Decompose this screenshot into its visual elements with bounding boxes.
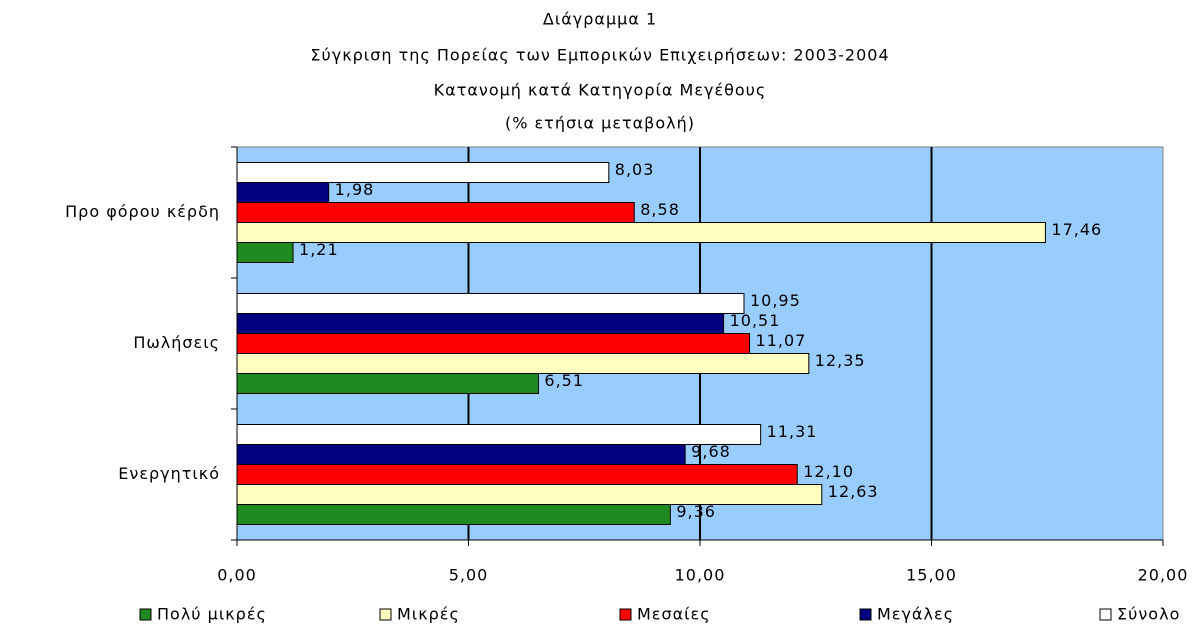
data-label: 11,31 (767, 422, 818, 441)
legend-swatch (619, 608, 632, 621)
bar (236, 504, 671, 525)
chart-subtitle: Σύγκριση της Πορείας των Εμπορικών Επιχε… (310, 46, 889, 65)
chart-title: Διάγραμμα 1 (543, 10, 657, 29)
data-label: 6,51 (544, 371, 584, 390)
legend-label: Μεσαίες (637, 605, 711, 624)
legend-swatch (859, 608, 872, 621)
legend-swatch (1099, 608, 1112, 621)
bar (236, 464, 798, 485)
bar (236, 293, 745, 314)
data-label: 8,58 (640, 200, 680, 219)
data-label: 8,03 (615, 160, 655, 179)
bar (236, 182, 330, 203)
bar (236, 242, 294, 263)
bar (236, 202, 635, 223)
bar (236, 444, 686, 465)
x-tick-label: 5,00 (449, 566, 489, 585)
chart-subtitle: (% ετήσια μεταβολή) (505, 114, 695, 133)
data-label: 12,35 (815, 351, 866, 370)
data-label: 9,68 (691, 442, 731, 461)
bar (236, 222, 1046, 243)
data-label: 11,07 (756, 331, 807, 350)
bar (236, 353, 810, 374)
legend-label: Μεγάλες (877, 605, 954, 624)
chart-subtitle: Κατανομή κατά Κατηγορία Μεγέθους (434, 81, 767, 100)
y-tick-label: Πωλήσεις (133, 333, 220, 352)
data-label: 1,98 (335, 180, 375, 199)
y-tick-label: Ενεργητικό (118, 464, 220, 483)
data-label: 10,51 (730, 311, 781, 330)
x-tick-label: 20,00 (1138, 566, 1189, 585)
data-label: 12,63 (828, 482, 879, 501)
data-label: 1,21 (299, 240, 339, 259)
bar (236, 424, 762, 445)
bar (236, 484, 823, 505)
legend-label: Σύνολο (1117, 605, 1180, 624)
legend-swatch (379, 608, 392, 621)
bar (236, 313, 725, 334)
legend-swatch (139, 608, 152, 621)
bar (236, 373, 539, 394)
y-tick-label: Προ φόρου κέρδη (65, 202, 220, 221)
x-tick-label: 10,00 (675, 566, 726, 585)
x-tick-label: 0,00 (217, 566, 257, 585)
legend-label: Μικρές (397, 605, 460, 624)
legend-label: Πολύ μικρές (157, 605, 267, 624)
data-label: 17,46 (1051, 220, 1102, 239)
data-label: 10,95 (750, 291, 801, 310)
bar (236, 333, 751, 354)
bar (236, 162, 610, 183)
x-tick-label: 15,00 (906, 566, 957, 585)
data-label: 9,36 (676, 502, 716, 521)
data-label: 12,10 (803, 462, 854, 481)
